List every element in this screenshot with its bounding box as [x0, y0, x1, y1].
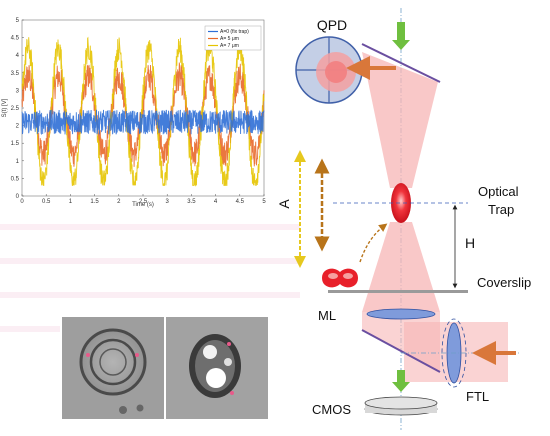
signal-chart: 0 0.5 1 1.5 2 2.5 3 3.5 4 4.5 5 0 0.5 1 1.5 2 2.5 3 3.5 4 4.…: [2, 18, 266, 208]
y-tick-label: 0: [16, 194, 20, 200]
optical-trap-label-1: Optical: [478, 184, 519, 199]
y-tick-label: 1.5: [11, 141, 20, 147]
series-line-0: [21, 109, 265, 136]
x-tick-label: 4: [214, 199, 218, 205]
y-tick-label: 4.5: [11, 36, 20, 42]
x-tick-label: 3: [166, 199, 170, 205]
x-tick-label: 1: [69, 199, 73, 205]
green-arrow-top: [392, 22, 410, 50]
y-tick-label: 2.5: [11, 106, 20, 112]
beam-lower: [362, 222, 440, 312]
optical-trap-label-2: Trap: [488, 202, 514, 217]
coverslip: [328, 290, 468, 293]
y-axis-label: S(t) [V]: [2, 98, 8, 117]
y-tick-label: 1: [16, 159, 20, 165]
qpd-label: QPD: [317, 17, 347, 33]
x-tick-label: 0.5: [42, 199, 51, 205]
optical-setup: QPD Optical Trap Coverslip H A ML: [276, 8, 531, 430]
ml-lens: [366, 308, 436, 320]
legend-label-0: A=0 (fix trap): [220, 29, 249, 35]
background-noise-rows: [0, 224, 300, 332]
x-tick-label: 2.5: [139, 199, 148, 205]
y-tick-label: 4: [16, 53, 20, 59]
ftl-label: FTL: [466, 389, 489, 404]
cell-to-trap-arrow: [359, 223, 388, 263]
a-label: A: [276, 199, 292, 209]
y-tick-label: 3.5: [11, 71, 20, 77]
x-tick-label: 4.5: [236, 199, 245, 205]
chart-legend: A=0 (fix trap)A= 5 μmA= 7 μm: [204, 25, 262, 51]
green-arrow-bottom: [392, 370, 410, 392]
chart-series: [21, 35, 265, 187]
h-label: H: [465, 235, 475, 251]
qpd-detector: [295, 36, 363, 104]
microscope-images: [62, 317, 268, 419]
x-tick-label: 1.5: [90, 199, 99, 205]
chart-ticks: 0 0.5 1 1.5 2 2.5 3 3.5 4 4.5 5 0 0.5 1 1.5 2 2.5 3 3.5 4 4.…: [11, 18, 267, 205]
red-cell: [322, 268, 358, 288]
x-tick-label: 0: [20, 199, 24, 205]
series-line-2: [21, 35, 265, 187]
ml-label: ML: [318, 308, 336, 323]
x-axis-label: Time (s): [132, 202, 154, 208]
legend-label-2: A= 7 μm: [220, 43, 239, 49]
x-tick-label: 3.5: [187, 199, 196, 205]
cmos-label: CMOS: [312, 402, 351, 417]
y-tick-label: 2: [16, 124, 20, 130]
trapped-bead: [391, 183, 411, 223]
coverslip-label: Coverslip: [477, 275, 531, 290]
legend-label-1: A= 5 μm: [220, 36, 239, 42]
y-tick-label: 0.5: [11, 176, 20, 182]
beam-upper: [362, 52, 438, 188]
mirror-bottom: [361, 329, 441, 373]
x-tick-label: 5: [262, 199, 266, 205]
y-tick-label: 5: [16, 18, 20, 24]
y-tick-label: 3: [16, 88, 20, 94]
mirror-top: [361, 43, 441, 83]
x-tick-label: 2: [117, 199, 121, 205]
